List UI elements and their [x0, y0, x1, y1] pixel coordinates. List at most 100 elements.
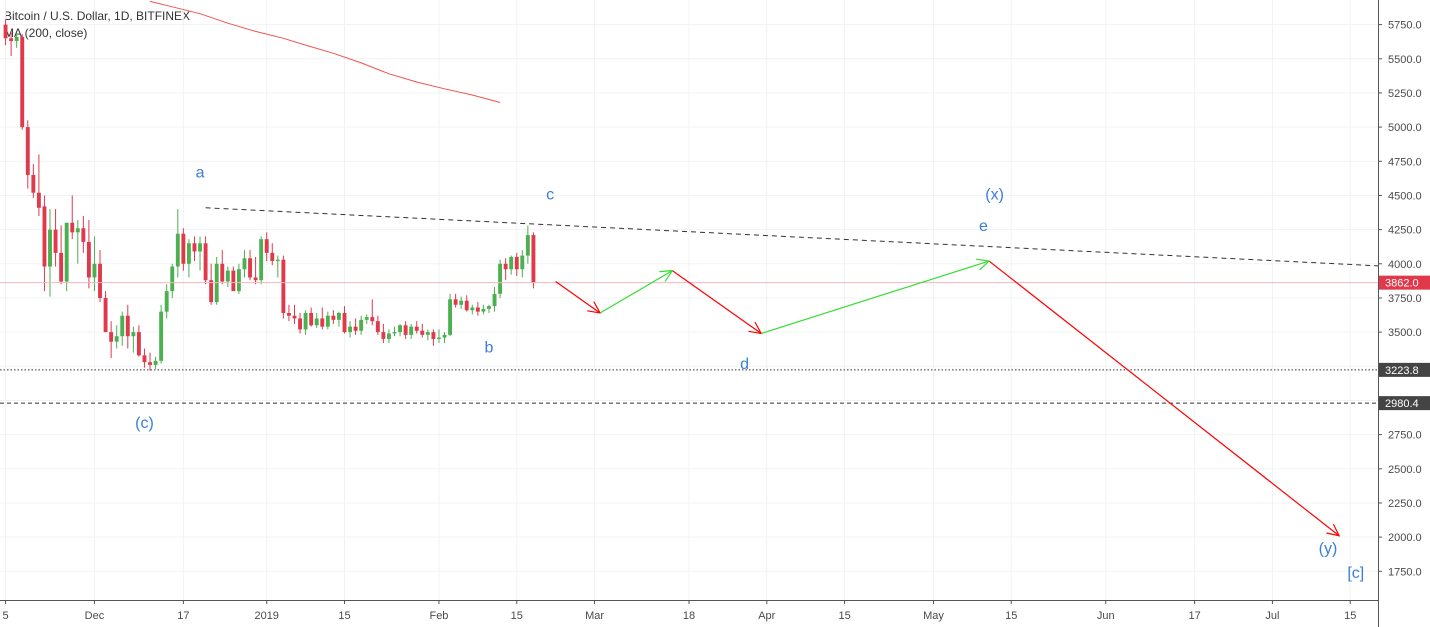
candle: [203, 236, 208, 285]
candle-body: [492, 293, 497, 307]
price-tick-label: 2750.0: [1388, 430, 1422, 442]
candle-body: [359, 319, 364, 331]
candle: [520, 250, 525, 278]
price-tick-label: 5250.0: [1388, 88, 1422, 100]
candle: [220, 250, 225, 285]
candle: [298, 312, 302, 334]
ma-line-layer: [149, 0, 501, 103]
candle-body: [275, 259, 280, 262]
candle-body: [92, 263, 97, 278]
candle: [314, 312, 319, 329]
candle-body: [270, 252, 275, 262]
candle-body: [259, 239, 264, 281]
candle-body: [70, 222, 75, 233]
time-axis[interactable]: 5 Dec 17 2019 15 Feb 15 Mar 18 Apr 15 May 15 Jun 17 Jul…: [2, 600, 1356, 622]
price-tick-label: 1750.0: [1388, 566, 1422, 578]
candle-body: [9, 38, 14, 42]
projection-arrow-green: [599, 269, 674, 314]
candle-body: [442, 334, 447, 338]
grid-lines: [0, 0, 1378, 600]
candle-body: [136, 332, 141, 356]
annotation-layer[interactable]: [0, 207, 1379, 537]
candle-body: [314, 318, 319, 326]
time-tick-label: May: [923, 610, 944, 622]
candle-body: [325, 315, 330, 327]
candle-body: [481, 308, 486, 312]
candle: [331, 310, 336, 324]
price-tick-label: 4500.0: [1388, 190, 1422, 202]
candle-body: [64, 222, 69, 282]
candle: [309, 307, 314, 327]
candle-body: [264, 239, 269, 253]
arrow-shaft: [599, 270, 673, 314]
time-tick-label: 15: [838, 610, 850, 622]
candle: [42, 195, 47, 292]
wave-label: [c]: [1347, 565, 1364, 582]
candle-body: [475, 307, 480, 312]
arrow-shaft: [671, 270, 762, 334]
wave-labels: a c (x) e b d (c) (y) [c]: [135, 165, 1364, 582]
candle-body: [192, 243, 197, 252]
candle: [9, 31, 14, 57]
candle: [281, 255, 286, 319]
price-axis[interactable]: 5750.0 5500.0 5250.0 5000.0 4750.0 4500.0 4250…: [1378, 20, 1430, 579]
symbol-title[interactable]: Bitcoin / U.S. Dollar, 1D, BITFINEX: [4, 9, 191, 23]
candle: [159, 304, 164, 364]
candle: [470, 304, 475, 315]
candle-body: [353, 326, 358, 331]
candle: [398, 323, 403, 337]
price-tag-bg: [1379, 396, 1430, 411]
candle: [403, 321, 408, 339]
candle: [453, 293, 458, 308]
projection-arrow-green: [761, 258, 991, 335]
projection-arrow-red: [671, 270, 763, 335]
candle-body: [414, 326, 419, 331]
candle-body: [437, 337, 441, 339]
candle: [514, 252, 519, 277]
time-tick-label: Apr: [758, 610, 775, 622]
candle: [186, 239, 191, 278]
candle-body: [175, 233, 180, 267]
wave-label: (x): [985, 187, 1004, 204]
candle-body: [114, 336, 119, 342]
indicator-label[interactable]: MA (200, close): [4, 26, 88, 40]
candle-body: [203, 243, 208, 281]
candle: [164, 284, 169, 319]
candle-body: [142, 355, 147, 363]
time-tick-label: Dec: [85, 610, 105, 622]
candle: [320, 307, 325, 330]
candle-body: [381, 332, 386, 339]
candle: [125, 304, 130, 349]
candlestick-series[interactable]: [3, 19, 536, 371]
time-tick-label: Feb: [429, 610, 448, 622]
candle-body: [375, 321, 380, 333]
candle: [75, 220, 80, 264]
candle: [475, 302, 480, 316]
candle: [370, 299, 375, 326]
candle: [175, 209, 180, 278]
candle-body: [109, 332, 114, 342]
candle-body: [186, 243, 191, 264]
candle: [120, 311, 125, 346]
trendline: [205, 207, 1379, 267]
price-tick-label: 3500.0: [1388, 327, 1422, 339]
price-tick-label: 5750.0: [1388, 20, 1422, 32]
candle-body: [453, 299, 458, 305]
price-tick-label: 5500.0: [1388, 54, 1422, 66]
candle-body: [520, 255, 525, 270]
price-tag-label: 3223.8: [1385, 365, 1419, 377]
arrow-head: [976, 258, 991, 271]
candle: [448, 293, 453, 337]
candle: [348, 321, 353, 338]
candle-body: [336, 312, 341, 320]
candle: [36, 154, 41, 216]
candle-body: [420, 330, 425, 335]
candle: [286, 304, 291, 322]
candle: [20, 34, 25, 130]
candle-body: [431, 332, 436, 339]
candle: [92, 236, 97, 292]
candle: [114, 325, 119, 349]
candle-body: [470, 307, 475, 311]
candle-body: [392, 332, 397, 334]
